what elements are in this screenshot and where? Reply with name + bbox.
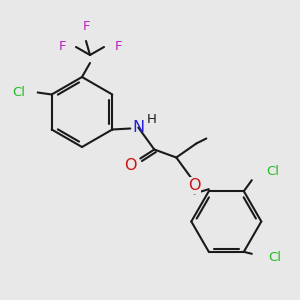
Text: Cl: Cl	[266, 165, 279, 178]
Text: O: O	[188, 178, 201, 193]
Text: H: H	[146, 113, 156, 126]
Text: F: F	[114, 40, 122, 53]
Text: F: F	[58, 40, 66, 53]
Text: O: O	[124, 158, 136, 173]
Text: N: N	[132, 120, 144, 135]
Text: F: F	[82, 20, 90, 34]
Text: Cl: Cl	[13, 86, 26, 99]
Text: Cl: Cl	[268, 251, 281, 264]
